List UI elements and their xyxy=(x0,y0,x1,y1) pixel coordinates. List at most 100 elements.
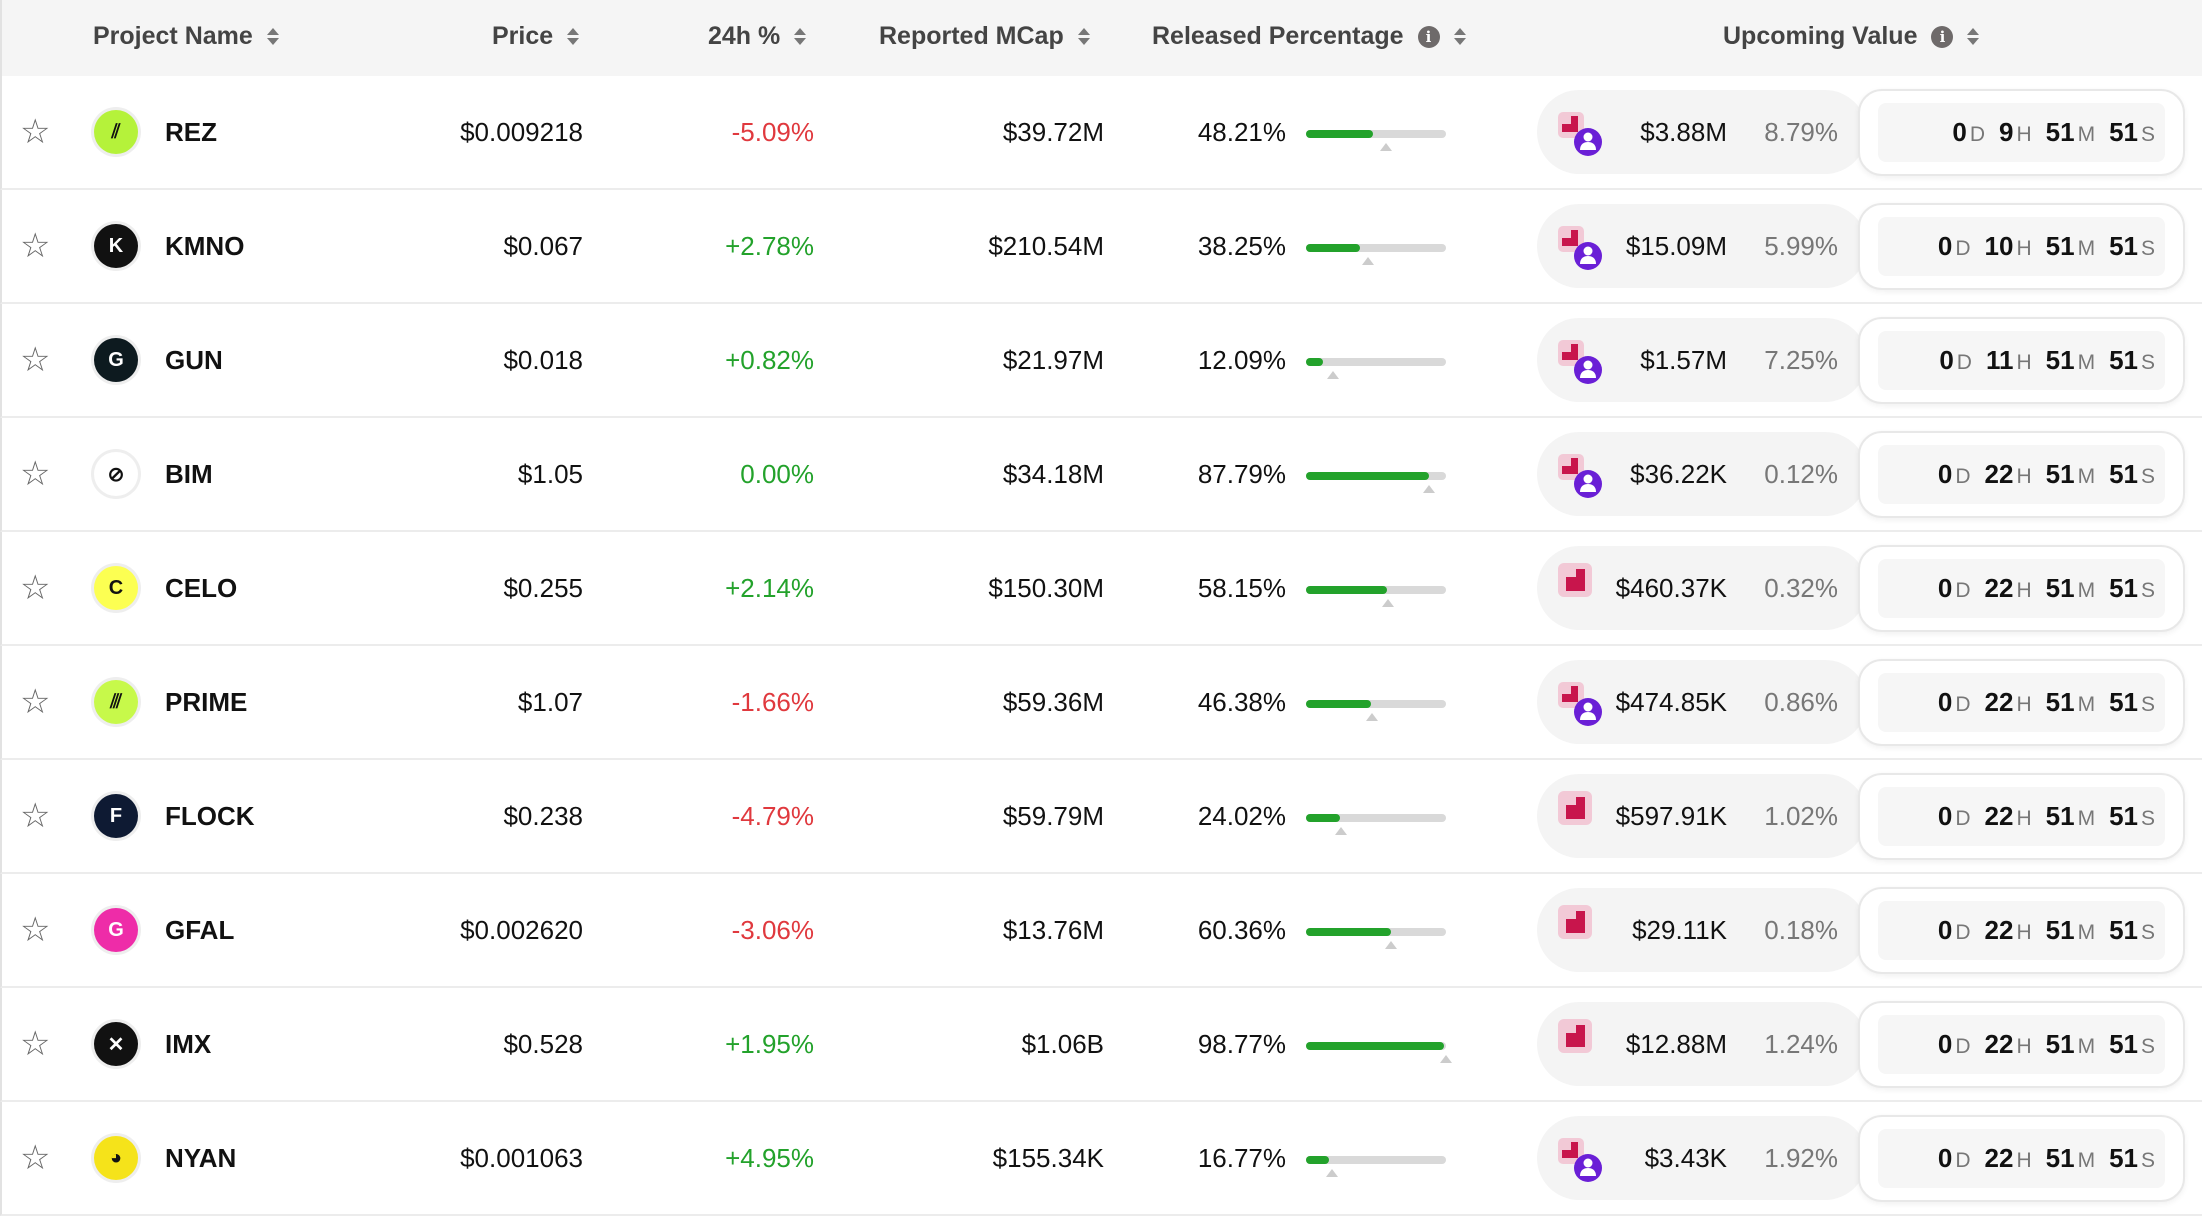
countdown-number: 0 xyxy=(1937,1143,1953,1173)
unlock-icon xyxy=(1558,791,1604,837)
countdown-s: 51 S xyxy=(2109,231,2155,262)
column-project-name[interactable]: Project Name xyxy=(93,22,279,51)
change-24h: -5.09% xyxy=(731,116,814,147)
table-row[interactable]: ☆ K KMNO $0.067 +2.78% $210.54M 38.25% $… xyxy=(0,190,2202,304)
upcoming-value: $15.09M xyxy=(1625,230,1727,261)
sort-icon[interactable] xyxy=(567,28,580,45)
sort-icon[interactable] xyxy=(794,28,807,45)
countdown-m: 51 M xyxy=(2046,801,2095,832)
released-progress-bar xyxy=(1306,928,1446,949)
table-row[interactable]: ☆ ◕ NYAN $0.001063 +4.95% $155.34K 16.77… xyxy=(0,1102,2202,1216)
project-name[interactable]: KMNO xyxy=(165,230,245,261)
sort-icon[interactable] xyxy=(1077,28,1090,45)
table-row[interactable]: ☆ C CELO $0.255 +2.14% $150.30M 58.15% $… xyxy=(0,532,2202,646)
column-label: Released Percentage xyxy=(1152,22,1404,50)
project-name[interactable]: BIM xyxy=(165,458,213,489)
project-name[interactable]: GUN xyxy=(165,344,223,375)
info-icon[interactable]: i xyxy=(1417,25,1440,48)
table-row[interactable]: ☆ ✕ IMX $0.528 +1.95% $1.06B 98.77% $12.… xyxy=(0,988,2202,1102)
change-24h: +2.78% xyxy=(725,230,814,261)
released-percentage: 87.79% xyxy=(1197,458,1286,489)
table-row[interactable]: ☆ ⊘ BIM $1.05 0.00% $34.18M 87.79% $36.2… xyxy=(0,418,2202,532)
countdown-number: 51 xyxy=(2045,1029,2075,1059)
project-name[interactable]: CELO xyxy=(165,572,238,603)
countdown-unit: S xyxy=(2140,123,2155,146)
favorite-star-icon[interactable]: ☆ xyxy=(20,1025,51,1063)
price: $0.067 xyxy=(503,230,583,261)
countdown-s: 51 S xyxy=(2109,915,2155,946)
project-name[interactable]: IMX xyxy=(165,1028,212,1059)
sort-icon[interactable] xyxy=(266,28,279,45)
countdown-s: 51 S xyxy=(2109,1143,2155,1174)
price: $1.05 xyxy=(517,458,583,489)
countdown-timer: 0 D 22 H 51 M 51 S xyxy=(1858,773,2185,860)
upcoming-value: $1.57M xyxy=(1640,344,1727,375)
table-row[interactable]: ☆ ⫻ PRIME $1.07 -1.66% $59.36M 46.38% $4… xyxy=(0,646,2202,760)
favorite-star-icon[interactable]: ☆ xyxy=(20,227,51,265)
column-upcoming-value[interactable]: Upcoming Value i xyxy=(1723,22,1980,51)
favorite-star-icon[interactable]: ☆ xyxy=(20,911,51,949)
countdown-timer: 0 D 9 H 51 M 51 S xyxy=(1858,89,2185,176)
released-progress-fill xyxy=(1306,244,1360,252)
countdown-m: 51 M xyxy=(2046,117,2095,148)
project-name[interactable]: GFAL xyxy=(165,914,235,945)
table-row[interactable]: ☆ G GUN $0.018 +0.82% $21.97M 12.09% $1.… xyxy=(0,304,2202,418)
project-name[interactable]: NYAN xyxy=(165,1142,237,1173)
favorite-star-icon[interactable]: ☆ xyxy=(20,569,51,607)
countdown-inner: 0 D 22 H 51 M 51 S xyxy=(1878,673,2165,732)
project-logo-icon: G xyxy=(94,908,138,952)
table-row[interactable]: ☆ G GFAL $0.002620 -3.06% $13.76M 60.36%… xyxy=(0,874,2202,988)
sort-icon[interactable] xyxy=(1967,28,1980,45)
released-progress-bar xyxy=(1306,814,1446,835)
upcoming-percentage: 5.99% xyxy=(1764,230,1838,261)
table-row[interactable]: ☆ F FLOCK $0.238 -4.79% $59.79M 24.02% $… xyxy=(0,760,2202,874)
column-released-percentage[interactable]: Released Percentage i xyxy=(1152,22,1466,51)
column-price[interactable]: Price xyxy=(492,22,580,51)
countdown-timer: 0 D 22 H 51 M 51 S xyxy=(1858,545,2185,632)
countdown-number: 0 xyxy=(1937,459,1953,489)
price: $0.009218 xyxy=(460,116,583,147)
countdown-unit: D xyxy=(1955,807,1971,830)
project-logo-icon: F xyxy=(94,794,138,838)
column-24h[interactable]: 24h % xyxy=(708,22,807,51)
table-row[interactable]: ☆ ⫽ REZ $0.009218 -5.09% $39.72M 48.21% … xyxy=(0,76,2202,190)
countdown-timer: 0 D 22 H 51 M 51 S xyxy=(1858,1115,2185,1202)
released-progress-fill xyxy=(1306,1156,1330,1164)
released-percentage: 24.02% xyxy=(1197,800,1286,831)
countdown-number: 51 xyxy=(2109,1029,2138,1059)
upcoming-value: $3.43K xyxy=(1644,1142,1727,1173)
favorite-star-icon[interactable]: ☆ xyxy=(20,113,51,151)
countdown-number: 10 xyxy=(1984,231,2014,261)
countdown-unit: M xyxy=(2077,1035,2096,1058)
upcoming-value: $36.22K xyxy=(1630,458,1727,489)
unlock-person-icon xyxy=(1558,340,1604,386)
countdown-number: 22 xyxy=(1984,687,2014,717)
column-reported-mcap[interactable]: Reported MCap xyxy=(879,22,1090,51)
column-label: Upcoming Value xyxy=(1723,22,1918,50)
countdown-number: 0 xyxy=(1952,117,1967,147)
project-name[interactable]: PRIME xyxy=(165,686,248,717)
released-progress-bar xyxy=(1306,586,1446,607)
favorite-star-icon[interactable]: ☆ xyxy=(20,341,51,379)
countdown-unit: M xyxy=(2077,921,2096,944)
info-icon[interactable]: i xyxy=(1931,25,1954,48)
project-name[interactable]: REZ xyxy=(165,116,217,147)
favorite-star-icon[interactable]: ☆ xyxy=(20,1139,51,1177)
countdown-unit: S xyxy=(2140,921,2155,944)
upcoming-marker-icon xyxy=(1335,827,1348,835)
countdown-timer: 0 D 11 H 51 M 51 S xyxy=(1858,317,2185,404)
countdown-number: 0 xyxy=(1937,915,1953,945)
countdown-number: 51 xyxy=(2045,345,2075,375)
sort-icon[interactable] xyxy=(1453,28,1466,45)
reported-mcap: $39.72M xyxy=(1002,116,1104,147)
countdown-unit: H xyxy=(2016,1149,2032,1172)
favorite-star-icon[interactable]: ☆ xyxy=(20,455,51,493)
countdown-h: 22 H xyxy=(1985,915,2032,946)
upcoming-value: $474.85K xyxy=(1615,686,1727,717)
project-name[interactable]: FLOCK xyxy=(165,800,255,831)
favorite-star-icon[interactable]: ☆ xyxy=(20,683,51,721)
favorite-star-icon[interactable]: ☆ xyxy=(20,797,51,835)
